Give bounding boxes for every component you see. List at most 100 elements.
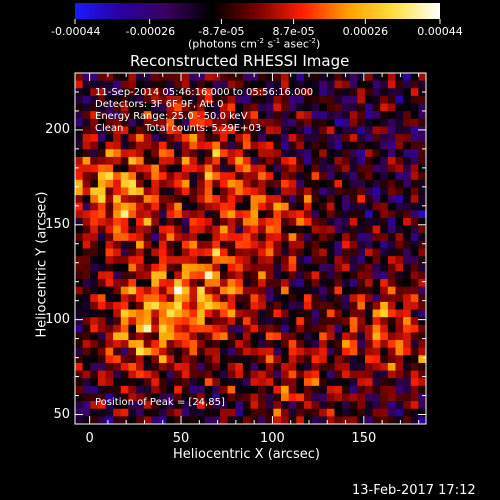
heatmap-cell (288, 416, 297, 424)
heatmap-cell (136, 416, 145, 424)
heatmap-cell (357, 393, 366, 402)
heatmap-cell (250, 301, 259, 310)
heatmap-cell (242, 301, 251, 310)
heatmap-cell (128, 294, 137, 303)
heatmap-cell (197, 187, 206, 196)
heatmap-cell (204, 401, 213, 410)
heatmap-cell (372, 134, 381, 143)
heatmap-cell (189, 355, 198, 364)
heatmap-cell (296, 271, 305, 280)
heatmap-cell (395, 195, 404, 204)
heatmap-cell (181, 149, 190, 158)
heatmap-cell (319, 378, 328, 387)
heatmap-cell (395, 187, 404, 196)
heatmap-cell (143, 225, 152, 234)
heatmap-cell (97, 95, 106, 104)
heatmap-cell (281, 164, 290, 173)
heatmap-cell (342, 355, 351, 364)
heatmap-cell (250, 393, 259, 402)
heatmap-cell (418, 210, 426, 219)
heatmap-cell (311, 210, 320, 219)
heatmap-cell (296, 134, 305, 143)
heatmap-cell (120, 156, 129, 165)
heatmap-cell (90, 202, 99, 211)
heatmap-cell (120, 347, 129, 356)
heatmap-cell (235, 324, 244, 333)
heatmap-cell (281, 347, 290, 356)
heatmap-cell (181, 294, 190, 303)
heatmap-cell (265, 187, 274, 196)
heatmap-cell (319, 217, 328, 227)
heatmap-cell (158, 378, 167, 387)
heatmap-cell (410, 240, 419, 249)
heatmap-cell (288, 332, 297, 341)
heatmap-cell (197, 126, 206, 135)
heatmap-cell (90, 340, 99, 349)
heatmap-cell (181, 408, 190, 417)
heatmap-cell (281, 103, 290, 112)
heatmap-cell (90, 73, 99, 82)
heatmap-cell (174, 95, 183, 104)
heatmap-cell (303, 286, 312, 295)
heatmap-cell (319, 73, 328, 82)
heatmap-cell (380, 378, 389, 387)
heatmap-cell (403, 385, 412, 394)
heatmap-cell (227, 187, 236, 196)
heatmap-cell (296, 340, 305, 349)
heatmap-cell (242, 118, 251, 127)
heatmap-cell (311, 187, 320, 196)
heatmap-cell (303, 210, 312, 219)
heatmap-cell (105, 347, 114, 356)
heatmap-cell (372, 347, 381, 356)
heatmap-cell (250, 156, 259, 165)
heatmap-cell (296, 294, 305, 303)
heatmap-cell (120, 73, 129, 82)
heatmap-cell (319, 225, 328, 234)
heatmap-cell (136, 88, 145, 97)
heatmap-cell (303, 340, 312, 349)
heatmap-cell (242, 88, 251, 97)
heatmap-cell (158, 172, 167, 181)
heatmap-cell (143, 408, 152, 417)
x-tick-label: 50 (172, 431, 190, 446)
heatmap-cell (97, 202, 106, 211)
heatmap-cell (143, 256, 152, 265)
heatmap-cell (113, 225, 122, 234)
heatmap-cell (136, 271, 145, 280)
heatmap-cell (97, 286, 106, 295)
heatmap-cell (82, 225, 91, 234)
heatmap-cell (311, 317, 320, 326)
heatmap-cell (273, 408, 282, 417)
heatmap-cell (235, 202, 244, 211)
heatmap-cell (128, 179, 137, 188)
heatmap-cell (349, 217, 358, 227)
heatmap-cell (174, 340, 183, 349)
heatmap-cell (273, 385, 282, 394)
heatmap-cell (311, 225, 320, 234)
heatmap-cell (281, 355, 290, 364)
heatmap-cell (151, 393, 160, 402)
heatmap-cell (265, 217, 274, 227)
heatmap-cell (136, 378, 145, 387)
heatmap-cell (357, 73, 366, 82)
heatmap-cell (242, 233, 251, 242)
heatmap-cell (395, 370, 404, 379)
heatmap-cell (105, 416, 114, 424)
heatmap-cell (227, 256, 236, 265)
heatmap-cell (311, 271, 320, 280)
heatmap-cell (97, 370, 106, 379)
heatmap-cell (296, 401, 305, 410)
heatmap-cell (258, 248, 267, 257)
heatmap-cell (372, 408, 381, 417)
heatmap-cell (265, 317, 274, 326)
heatmap-cell (342, 416, 351, 424)
heatmap-cell (158, 408, 167, 417)
heatmap-cell (418, 378, 426, 387)
heatmap-cell (204, 256, 213, 265)
heatmap-cell (288, 401, 297, 410)
heatmap-cell (311, 164, 320, 173)
heatmap-cell (75, 240, 84, 249)
heatmap-cell (242, 347, 251, 356)
heatmap-cell (258, 309, 267, 318)
heatmap-cell (303, 332, 312, 341)
